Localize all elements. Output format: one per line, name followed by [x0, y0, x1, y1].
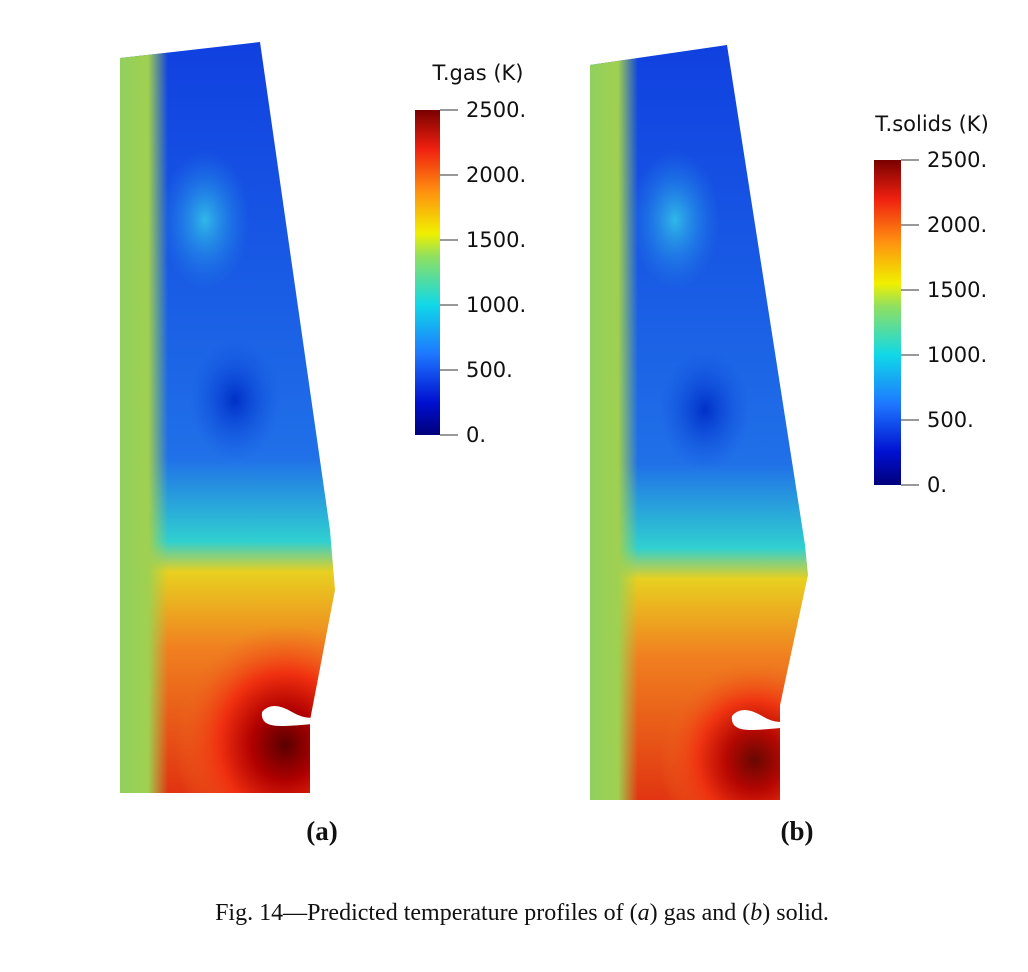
caption-text: ) gas and ( — [650, 900, 751, 926]
colorbar-title: T.solids (K) — [874, 112, 989, 136]
caption-text: b — [750, 900, 762, 926]
colorbar-title: T.gas (K) — [432, 61, 524, 85]
tick-label: 500. — [466, 358, 513, 382]
tick-label: 500. — [927, 408, 974, 432]
panel-label: (b) — [781, 816, 814, 846]
panel-label: (a) — [306, 816, 337, 846]
caption-text: ) solid. — [762, 900, 829, 926]
tick-label: 2000. — [466, 163, 526, 187]
tick-label: 2000. — [927, 213, 987, 237]
colorbar: T.solids (K) 0. 500. 1000. 1500. 2000. 2500. — [874, 112, 989, 497]
contour-field-b — [590, 45, 808, 800]
tick-label: 1000. — [466, 293, 526, 317]
colorbar: T.gas (K) 0. 500. 1000. 1500. 2000. 2500. — [415, 61, 526, 447]
tick-label: 1500. — [927, 278, 987, 302]
colorbar-scale — [415, 110, 440, 435]
tick-label: 0. — [466, 423, 486, 447]
caption-text: Fig. 14—Predicted temperature profiles o… — [215, 900, 638, 926]
tick-label: 2500. — [927, 148, 987, 172]
tick-label: 0. — [927, 473, 947, 497]
colorbar-scale — [874, 160, 901, 485]
tick-label: 1500. — [466, 228, 526, 252]
tick-label: 1000. — [927, 343, 987, 367]
caption-text: a — [638, 900, 650, 926]
tick-label: 2500. — [466, 98, 526, 122]
contour-field-a — [120, 42, 335, 793]
caption: Fig. 14—Predicted temperature profiles o… — [215, 900, 829, 926]
